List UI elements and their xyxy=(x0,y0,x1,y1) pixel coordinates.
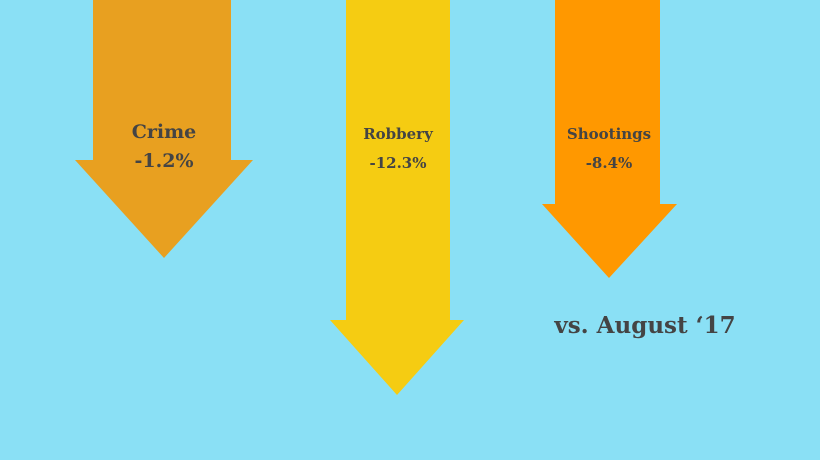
item-label: Robbery xyxy=(363,125,434,143)
item-value: -1.2% xyxy=(135,150,194,172)
item-label: Shootings xyxy=(567,125,651,143)
item-value: -8.4% xyxy=(586,154,633,172)
arrow xyxy=(330,0,464,395)
arrow xyxy=(542,0,677,278)
footnote: vs. August ‘17 xyxy=(553,312,735,339)
item-value: -12.3% xyxy=(369,154,426,172)
arrow xyxy=(75,0,253,258)
item-label: Crime xyxy=(132,121,197,143)
